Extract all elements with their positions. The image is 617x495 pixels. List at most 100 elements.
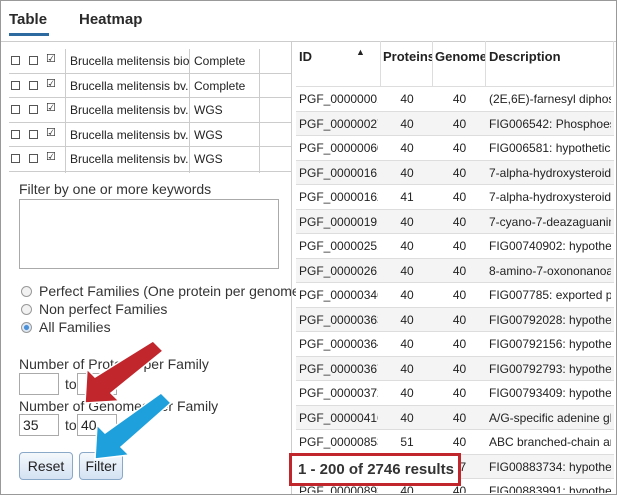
cell: PGF_00000001 bbox=[299, 92, 378, 106]
cell: 40 bbox=[400, 337, 414, 351]
cell: PGF_00000261 bbox=[299, 263, 378, 278]
cell: 40 bbox=[400, 116, 414, 131]
genome-name: Brucella melitensis bv. 2 s bbox=[65, 147, 189, 171]
genome-status: WGS bbox=[189, 98, 259, 122]
column-header[interactable]: ID bbox=[296, 41, 381, 86]
checkbox[interactable] bbox=[29, 80, 38, 90]
cell: FIG00792793: hypothetica bbox=[489, 361, 611, 376]
cell: 40 bbox=[452, 386, 467, 400]
cell: 40 bbox=[400, 386, 414, 400]
tab[interactable]: Heatmap bbox=[79, 11, 143, 28]
table-row[interactable]: PGF_00000363 40 40 FIG00792028: hypothetica bbox=[296, 306, 614, 331]
genome-row: ☑ Brucella melitensis bv. 2 sWGS bbox=[9, 147, 291, 172]
table-row[interactable]: PGF_00000001 40 40 (2E,6E)-farnesyl diphosp… bbox=[296, 86, 614, 111]
radio-label: Non perfect Families bbox=[39, 301, 168, 317]
table-row[interactable]: PGF_00000191 40 40 7-cyano-7-deazaguanine s bbox=[296, 208, 614, 233]
blue-arrow bbox=[94, 392, 173, 460]
table-row[interactable]: PGF_00000027 40 40 FIG006542: Phosphoester bbox=[296, 110, 614, 135]
cell: 40 bbox=[400, 361, 414, 376]
cell: 40 bbox=[452, 288, 467, 302]
table-row[interactable]: PGF_00000853 51 40 ABC branched-chain amin bbox=[296, 429, 614, 454]
radio[interactable] bbox=[21, 322, 32, 333]
cell: 40 bbox=[452, 410, 467, 425]
results-count: 1 - 200 of 2746 results bbox=[289, 453, 461, 486]
cell: FIG00792156: hypothetica bbox=[489, 337, 611, 351]
genome-status: WGS bbox=[189, 122, 259, 147]
keyword-input[interactable] bbox=[19, 199, 279, 269]
checkbox[interactable] bbox=[11, 56, 20, 65]
cell: FIG006542: Phosphoester bbox=[489, 116, 611, 131]
column-header[interactable]: Proteins bbox=[381, 41, 433, 86]
cell: FIG00883734: hypothetica bbox=[489, 459, 611, 474]
cell: 40 bbox=[452, 435, 467, 449]
cell: 40 bbox=[452, 214, 467, 229]
genome-status bbox=[259, 73, 291, 98]
keyword-label: Filter by one or more keywords bbox=[19, 181, 212, 197]
checkbox[interactable]: ☑ bbox=[46, 151, 56, 163]
cell: PGF_00000363 bbox=[299, 312, 378, 327]
separator: to bbox=[65, 417, 77, 433]
checkbox[interactable] bbox=[29, 154, 38, 163]
genome-row: ☑ Brucella melitensis bv. 1 sWGS bbox=[9, 122, 291, 147]
checkbox[interactable] bbox=[11, 105, 20, 114]
proteins-min[interactable] bbox=[19, 373, 59, 395]
genome-status bbox=[259, 122, 291, 147]
genome-name: Brucella melitensis biovar bbox=[65, 49, 189, 73]
sort-icon[interactable]: ▲ bbox=[356, 47, 365, 57]
cell: 40 bbox=[400, 288, 414, 302]
cell: PGF_00000893 bbox=[299, 484, 378, 493]
cell: PGF_00000372 bbox=[299, 386, 378, 400]
cell: PGF_00000367 bbox=[299, 361, 378, 376]
cell: 40 bbox=[452, 92, 467, 106]
genome-row: ☑ Brucella melitensis biovarComplete bbox=[9, 49, 291, 74]
checkbox[interactable] bbox=[29, 56, 38, 65]
table-row[interactable]: PGF_00000251 40 40 FIG00740902: hypothetica bbox=[296, 233, 614, 258]
table-row[interactable]: PGF_00000161 40 40 7-alpha-hydroxysteroid d… bbox=[296, 159, 614, 184]
cell: 41 bbox=[400, 190, 414, 204]
cell: FIG00883991: hypothetica bbox=[489, 484, 611, 493]
cell: 7-alpha-hydroxysteroid del bbox=[489, 165, 611, 180]
table-row[interactable]: PGF_00000416 40 40 A/G-specific adenine gly… bbox=[296, 404, 614, 429]
radio[interactable] bbox=[21, 304, 32, 315]
cell: 40 bbox=[400, 484, 414, 493]
checkbox[interactable]: ☑ bbox=[46, 53, 56, 65]
table-row[interactable]: PGF_00000261 40 40 8-amino-7-oxononanoate s bbox=[296, 257, 614, 282]
cell: 40 bbox=[400, 410, 414, 425]
checkbox[interactable] bbox=[11, 129, 20, 139]
table-row[interactable]: PGF_00000346 40 40 FIG007785: exported prot… bbox=[296, 282, 614, 307]
radio[interactable] bbox=[21, 286, 32, 297]
table-row[interactable]: PGF_00000060 40 40 FIG006581: hypothetical … bbox=[296, 135, 614, 160]
reset-button[interactable]: Reset bbox=[19, 452, 73, 480]
cell: 40 bbox=[452, 190, 467, 204]
cell: A/G-specific adenine glyco bbox=[489, 410, 611, 425]
checkbox[interactable]: ☑ bbox=[46, 102, 56, 114]
genome-status: WGS bbox=[189, 147, 259, 171]
checkbox[interactable] bbox=[29, 129, 38, 139]
cell: 40 bbox=[452, 239, 467, 253]
families-table: ID▲ ProteinsGenomesDescription PGF_0000000… bbox=[296, 41, 614, 493]
cell: FIG00740902: hypothetica bbox=[489, 239, 611, 253]
separator: to bbox=[65, 376, 77, 392]
table-row[interactable]: PGF_00000162 41 40 7-alpha-hydroxysteroid d… bbox=[296, 184, 614, 209]
tab[interactable]: Table bbox=[9, 11, 48, 28]
checkbox[interactable] bbox=[29, 105, 38, 114]
genome-name: Brucella melitensis bv. 1 s bbox=[65, 122, 189, 147]
genome-status bbox=[259, 98, 291, 122]
checkbox[interactable] bbox=[11, 154, 20, 163]
genome-status bbox=[259, 171, 291, 173]
cell: PGF_00000364 bbox=[299, 337, 378, 351]
table-row[interactable]: PGF_00000364 40 40 FIG00792156: hypothetica bbox=[296, 331, 614, 356]
cell: FIG007785: exported prote bbox=[489, 288, 611, 302]
genomes-min[interactable]: 35 bbox=[19, 414, 59, 436]
proteins-label: Number of Proteins per Family bbox=[19, 356, 209, 372]
column-header[interactable]: Genomes bbox=[433, 41, 486, 86]
cell: PGF_00000251 bbox=[299, 239, 378, 253]
table-row[interactable]: PGF_00000367 40 40 FIG00792793: hypothetica bbox=[296, 355, 614, 380]
checkbox[interactable]: ☑ bbox=[46, 126, 56, 139]
checkbox[interactable]: ☑ bbox=[46, 77, 56, 90]
checkbox[interactable] bbox=[11, 80, 20, 90]
cell: (2E,6E)-farnesyl diphospha bbox=[489, 92, 611, 106]
table-row[interactable]: PGF_00000372 40 40 FIG00793409: hypothetica bbox=[296, 380, 614, 405]
column-header[interactable]: Description bbox=[486, 41, 614, 86]
